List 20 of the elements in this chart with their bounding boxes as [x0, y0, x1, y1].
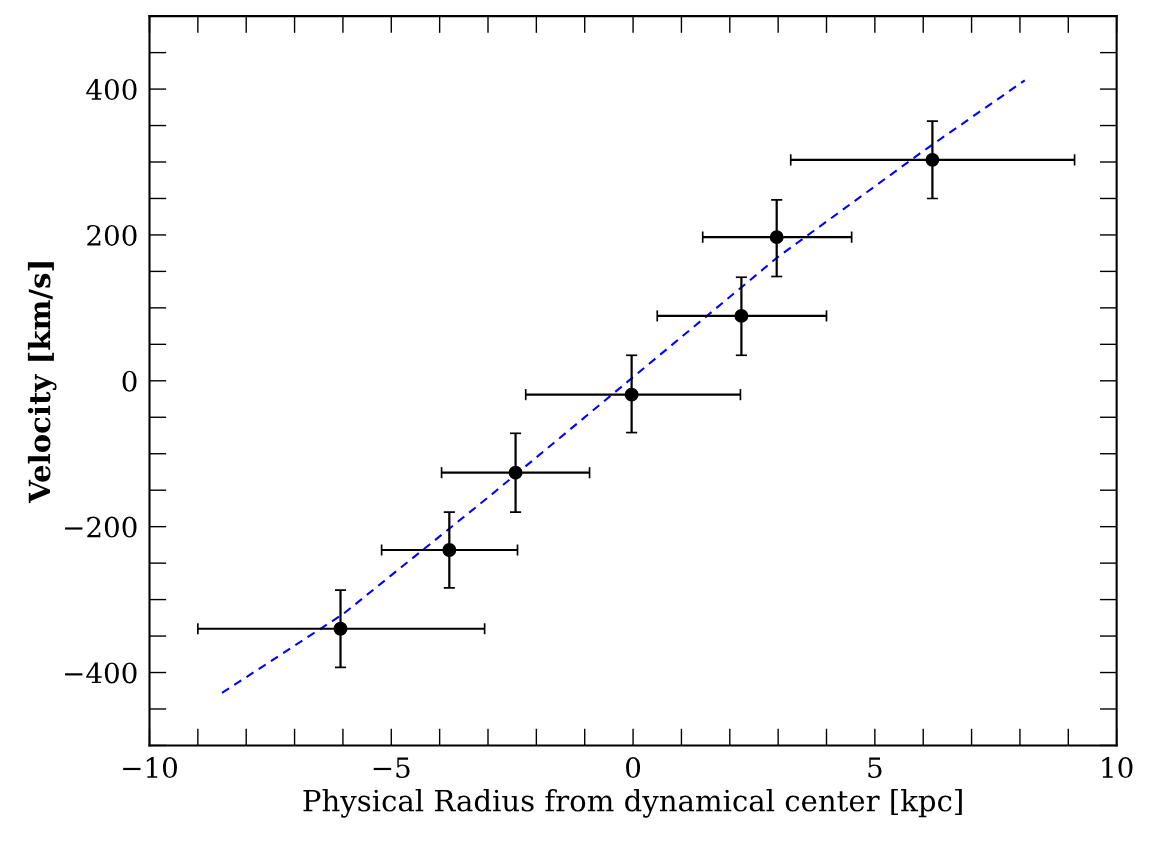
point: [769, 230, 784, 245]
x-tick-label: 10: [1102, 757, 1133, 779]
x-tick-label: 0: [626, 757, 641, 779]
y-tick-label: −400: [65, 662, 137, 684]
point: [734, 308, 749, 323]
y-tick-label: 400: [86, 79, 137, 101]
point: [508, 465, 523, 480]
x-axis-title: Physical Radius from dynamical center [kpc]: [303, 789, 962, 818]
line-series: [221, 79, 1026, 694]
y-tick-label: 0: [122, 370, 137, 392]
x-tick-label: 5: [868, 757, 882, 779]
y-tick-label: −200: [65, 516, 137, 538]
y-axis-title: Velocity [km/s]: [27, 262, 57, 504]
point: [442, 543, 457, 557]
x-tick-label: −10: [123, 757, 177, 779]
y-tick-label: 200: [87, 224, 137, 246]
point: [925, 152, 940, 167]
x-tick-label: −5: [373, 757, 410, 779]
point: [333, 621, 348, 636]
point: [624, 387, 639, 402]
